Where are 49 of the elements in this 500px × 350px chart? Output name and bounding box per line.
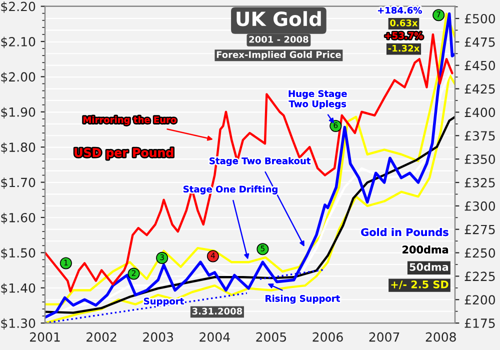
- y-tick-label: $1.60: [1, 212, 36, 224]
- text: +/- 2.5 SD: [391, 280, 448, 290]
- x-tick-label: 2001: [30, 332, 60, 342]
- text: 200dma: [402, 245, 448, 254]
- annotation: 0.63x: [390, 20, 418, 26]
- x-tick-label: 2008: [426, 332, 456, 342]
- annotation: 3.31.2008: [192, 308, 242, 315]
- y2-tick-label: £350: [464, 154, 496, 164]
- annotation: +184.6%: [378, 6, 422, 14]
- annotation: Mirroring the Euro: [83, 116, 176, 125]
- y2-tick-label: £450: [464, 60, 496, 70]
- y2-tick-label: £375: [464, 131, 495, 141]
- y-tick-label: $1.70: [1, 178, 36, 189]
- x-tick-label: 2003: [143, 332, 174, 342]
- annotation: Huge Stage Two Uplegs: [288, 90, 347, 110]
- line-series: [45, 116, 455, 314]
- text: 2001 - 2008: [249, 36, 308, 43]
- y-tick-label: $1.50: [1, 248, 36, 260]
- y2-tick-label: £300: [464, 201, 496, 211]
- x-tick-label: 2004: [200, 332, 230, 342]
- text: 50dma: [410, 262, 448, 271]
- y2-tick-label: £425: [464, 84, 495, 94]
- x-tick-label: 2007: [369, 332, 400, 342]
- y2-tick-label: £250: [464, 248, 496, 258]
- annotation: -1.32x: [388, 44, 420, 52]
- y2-tick-label: £175: [464, 318, 495, 328]
- y2-tick-label: £275: [464, 224, 495, 234]
- y-axis-title: USD per Pound: [74, 148, 174, 160]
- annotation: Forex-Implied Gold Price: [216, 51, 341, 60]
- y-tick-label: $1.30: [1, 318, 36, 330]
- y2-tick-label: £475: [464, 37, 495, 47]
- x-tick-label: 2005: [256, 332, 286, 342]
- y-tick-label: $1.40: [1, 283, 36, 294]
- y2-tick-label: £225: [464, 272, 495, 282]
- y-tick-label: $1.80: [1, 142, 36, 154]
- y-tick-label: $2.20: [1, 2, 36, 13]
- y2-tick-label: £500: [464, 14, 496, 24]
- y2-tick-label: £325: [464, 178, 495, 188]
- y2-tick-label: £200: [464, 295, 496, 305]
- x-tick-label: 2002: [86, 332, 116, 342]
- y-tick-label: $2.00: [1, 72, 36, 84]
- x-tick-label: 2006: [312, 332, 343, 342]
- chart-title: UK Gold: [236, 11, 321, 26]
- annotation: Rising Support: [266, 294, 340, 304]
- text: Gold in Pounds: [361, 228, 448, 236]
- y-tick-label: $2.10: [1, 36, 36, 48]
- y-tick-label: $1.90: [1, 107, 36, 118]
- annotation: +53.7%: [385, 32, 423, 40]
- y2-tick-label: £400: [464, 108, 496, 118]
